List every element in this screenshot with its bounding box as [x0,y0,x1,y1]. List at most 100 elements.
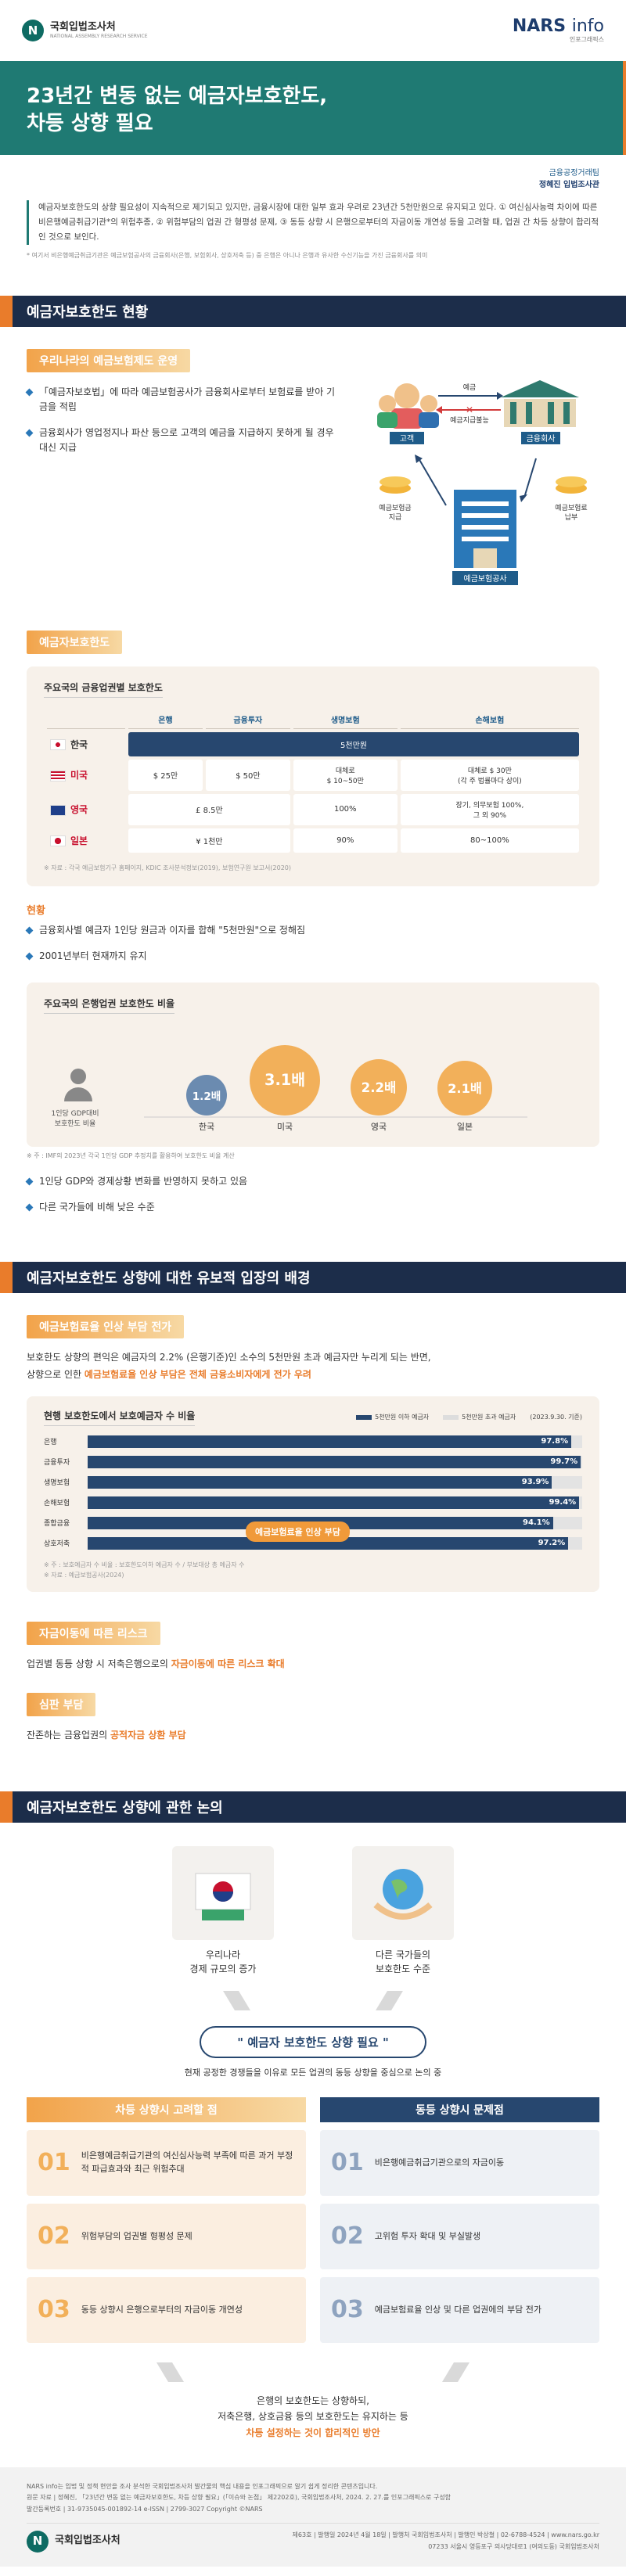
pill-repay: 심판 부담 [27,1693,96,1717]
conclusion-arrows [156,2362,470,2382]
bar-category-label: 생명보험 [44,1479,70,1488]
table-cell: 90% [293,828,398,853]
item-num: 02 [331,2222,364,2251]
item-num: 02 [38,2222,70,2251]
bubble-category-label: 한국 [199,1122,214,1132]
author-team: 금융공정거래팀 [549,169,599,178]
bubble-category-label: 영국 [371,1122,387,1132]
burden-text: 보호한도 상향의 편익은 예금자의 2.2% (은행기준)인 소수의 5천만원 … [27,1349,599,1383]
list-item: 금융회사별 예금자 1인당 원금과 이자를 합해 "5천만원"으로 정해짐 [27,923,599,938]
country-name: 일본 [70,835,88,846]
table-header: 은행 [128,710,203,729]
footer-line-3: 발간등록번호 | 31-9735045-001892-14 e-ISSN | 2… [27,2505,263,2513]
bar: 97.8% [88,1435,572,1448]
ins-pay-arrow [418,458,447,506]
risk-text: 업권별 동등 상향 시 저축은행으로의 자금이동에 따른 리스크 확대 [27,1656,599,1673]
bar: 99.7% [88,1455,581,1468]
pill-burden: 예금보험료율 인상 부담 전가 [27,1315,185,1339]
quote-box: " 예금자 보호한도 상향 필요 " [200,2025,426,2058]
conclusion-highlight: 차등 설정하는 것이 합리적인 방안 [246,2427,380,2438]
bubble-chart-title: 주요국의 은행업권 보호한도 비율 [44,997,175,1015]
item-num: 03 [38,2296,70,2324]
section-1-title: 예금자보호한도 현황 [27,304,149,321]
repay-text-hl: 공적자금 상환 부담 [110,1730,186,1741]
economy-icon [172,1845,274,1940]
bar: 93.9% [88,1475,552,1489]
org-sub: NATIONAL ASSEMBLY RESEARCH SERVICE [50,33,148,39]
list-item: 01 비은행예금취급기관으로의 자금이동 [320,2129,599,2196]
bubble-bullets: 1인당 GDP와 경제상황 변화를 반영하지 못하고 있음 다른 국가들에 비해… [27,1174,599,1215]
cross-icon: ✕ [466,404,473,415]
item-text: 위험부담의 업권별 형평성 문제 [81,2230,192,2241]
deposit-label: 예금 [463,383,477,392]
quote-sub: 현재 공정한 경쟁들을 이유로 모든 업권의 동등 상향을 중심으로 논의 중 [184,2067,442,2078]
discussion-columns: 차등 상향시 고려할 점 01 비은행예금취급기관의 여신심사능력 부족에 따른 … [27,2096,599,2351]
item-text: 예금보험료율 인상 및 다른 업권에의 부담 전가 [374,2304,542,2315]
footer-address: 07233 서울시 영등포구 의사당대로1 (여의도동) 국회입법조사처 [428,2542,599,2550]
bubble-0 [186,1075,227,1116]
coin-icon-left [380,476,411,494]
footer-line-2: 원문 자료 | 정혜진, 「23년간 변동 없는 예금자보호한도, 차등 상향 … [27,2494,452,2502]
section-corner [0,1262,13,1294]
hbar-source: ※ 자료 : 예금보험공사(2024) [44,1571,124,1579]
table-row: 한국 5천만원 [47,731,579,756]
person-body-icon [64,1087,92,1102]
top-bar: N 국회입법조사처 NATIONAL ASSEMBLY RESEARCH SER… [0,0,626,61]
country-cell: 미국 [47,760,125,791]
status-bullets: 금융회사별 예금자 1인당 원금과 이자를 합해 "5천만원"으로 정해짐 20… [27,923,599,964]
nars-logo: NARS info 인포그래픽스 [512,16,604,44]
customer-label-bg [390,431,424,444]
section-2-header: 예금자보호한도 상향에 대한 유보적 입장의 배경 [0,1262,626,1294]
ins-pay-label-2: 지급 [389,513,402,522]
footer-emblem-icon: N [27,2530,49,2553]
list-item: 03 동등 상향시 은행으로부터의 자금이동 개연성 [27,2276,306,2343]
item-num: 01 [331,2149,364,2177]
list-item: 금융회사가 영업정지나 파산 등으로 고객의 예금을 지급하지 못하게 될 경우… [27,426,340,455]
bubble-axis-label: 1인당 GDP대비 보호한도 비율 [51,1110,99,1129]
left-column-head: 차등 상향시 고려할 점 [27,2096,306,2122]
bar-category-label: 종합금융 [44,1520,70,1529]
left-column: 차등 상향시 고려할 점 01 비은행예금취급기관의 여신심사능력 부족에 따른 … [27,2096,306,2351]
limit-table-card: 주요국의 금융업권별 보호한도 은행 금융투자 생명보험 손해보험 한국 5천만… [27,666,599,886]
intro-note: * 여기서 비은행예금취급기관은 예금보험공사의 금융회사(은행, 보험회사, … [27,251,428,259]
globe-icon [352,1845,454,1940]
pill-system: 우리나라의 예금보험제도 운영 [27,348,191,372]
risk-text-hl: 자금이동에 따른 리스크 확대 [171,1658,285,1669]
person-icon [70,1069,86,1085]
bar: 97.2% [88,1536,569,1550]
bar-row: 상호저축 97.2% [44,1534,582,1553]
korea-flag-icon [50,739,66,751]
table-header-row: 은행 금융투자 생명보험 손해보험 [47,710,579,729]
sub-header-risk: 자금이동에 따른 리스크 [27,1621,599,1645]
kdic-building-icon [454,489,516,568]
table-header: 금융투자 [205,710,290,729]
title-box: 23년간 변동 없는 예금자보호한도, 차등 상향 필요 [0,61,626,155]
nars-brand: NARS [512,16,567,36]
bubble-2 [351,1059,407,1116]
conclusion-line-1: 은행의 보호한도는 상향하되, [257,2395,369,2406]
section-corner [0,295,13,327]
title-line-1: 23년간 변동 없는 예금자보호한도, [27,84,328,108]
bar-track: 99.4% [88,1496,582,1509]
country-name: 미국 [70,770,88,781]
uk-flag-icon [50,804,66,816]
merge-arrows [223,1990,403,2010]
list-item: 03 예금보험료율 인상 및 다른 업권에의 부담 전가 [320,2276,599,2343]
bubble-chart-card: 주요국의 은행업권 보호한도 비율 1.2배 한국 3.1배 미국 2.2배 영국 2.1배… [27,983,599,1148]
right-column-head: 동등 상향시 문제점 [320,2096,599,2122]
table-row: 영국 £ 8.5만 100% 장기, 의무보험 100%, 그 외 90% [47,793,579,825]
bubble-3 [437,1061,492,1116]
bubble-1 [250,1045,320,1116]
country-name: 영국 [70,804,88,816]
economy-label: 우리나라 경제 규모의 증가 [189,1949,257,1974]
item-text: 비은행예금취급기관으로의 자금이동 [374,2157,505,2168]
section-corner [0,1791,13,1823]
bubble-category-label: 일본 [457,1121,473,1132]
item-num: 01 [38,2149,70,2177]
footer-bottom: N 국회입법조사처 제63호 | 발행일 2024년 4월 18일 | 발행처 … [27,2523,599,2553]
usa-flag-icon [50,770,66,781]
section-1-top: 우리나라의 예금보험제도 운영 「예금자보호법」에 따라 예금보험공사가 금융회… [0,348,626,631]
bubble-value-label: 3.1배 [264,1071,305,1089]
pill-limit: 예금자보호한도 [27,630,123,654]
org-name: 국회입법조사처 [50,21,116,34]
